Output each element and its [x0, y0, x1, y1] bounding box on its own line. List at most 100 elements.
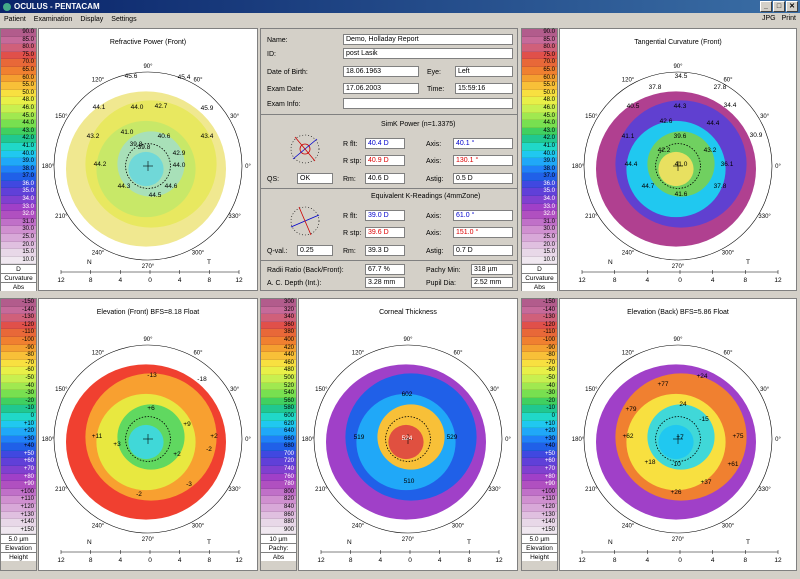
simk-astig-label: Astig:	[426, 176, 444, 183]
scale-cell: 39.0	[1, 158, 36, 166]
nasal-label: N	[608, 259, 613, 266]
scale-cell: -70	[1, 359, 36, 368]
scale-cell: -120	[522, 321, 557, 330]
id-field[interactable]: post Lasik	[343, 48, 513, 59]
axis-degree-label: 180°	[42, 437, 55, 443]
ekr-rs-label: R stp:	[343, 230, 362, 237]
ekr-rm-label: Rm:	[343, 248, 356, 255]
scale-cell: 840	[261, 504, 296, 512]
elevation-front-map[interactable]: Elevation (Front) BFS=8.18 Float 90° 60° 30…	[38, 298, 258, 571]
scale-cell: -40	[1, 382, 36, 391]
axis-degree-label: 30°	[230, 114, 240, 120]
name-field[interactable]: Demo, Holladay Report	[343, 34, 513, 45]
elevation-back-map[interactable]: Elevation (Back) BFS=5.86 Float 90° 60° 30°…	[559, 298, 797, 571]
exam-date-label: Exam Date:	[267, 86, 304, 93]
scale-cell: +140	[522, 519, 557, 527]
scale-cell: 480	[261, 367, 296, 375]
menu-bar: Patient Examination Display Settings JPG…	[0, 13, 800, 25]
scale-cell: 34.0	[1, 196, 36, 204]
scale-cell: 42.0	[1, 135, 36, 143]
scale-cell: +90	[1, 481, 36, 489]
scale-cell: 38.0	[1, 165, 36, 174]
scale-cell: -10	[1, 405, 36, 413]
menu-settings[interactable]: Settings	[111, 15, 137, 23]
refractive-power-map[interactable]: Refractive Power (Front) 90° 60° 30° 0° 330° 3…	[38, 28, 258, 291]
minimize-button[interactable]: _	[760, 1, 772, 12]
scale-cell: +110	[522, 496, 557, 505]
dob-field[interactable]: 18.06.1963	[343, 66, 419, 77]
scale-cell: 36.0	[1, 180, 36, 189]
axis-degree-label: 240°	[622, 251, 635, 257]
map-contour	[128, 151, 164, 187]
map-value-label: +77	[657, 381, 668, 388]
corneal-thickness-map[interactable]: Corneal Thickness 90° 60° 30° 0° 330° 300° 270°…	[298, 298, 518, 571]
power-color-scale: 90.0 85.0 80.0 75.0 70.0 65.0 60.0 55.0 50.0 48.0…	[0, 28, 37, 292]
scale-foot1: Curvature	[1, 273, 36, 283]
axis-degree-label: 240°	[622, 524, 635, 530]
scale-cell: 42.0	[522, 135, 557, 143]
tangential-curvature-map[interactable]: Tangential Curvature (Front) 90° 60° 30° 0° 3…	[559, 28, 797, 291]
scale-cell: 50.0	[1, 89, 36, 98]
x-axis-tick-label: 8	[613, 557, 617, 564]
scale-cell: -110	[522, 329, 557, 337]
temporal-label: T	[746, 259, 750, 266]
scale-cell: 41.0	[1, 142, 36, 151]
pupil-outline	[655, 143, 701, 189]
close-button[interactable]: ✕	[786, 1, 798, 12]
map-value-label: -10	[671, 461, 681, 468]
map-value-label: 34.4	[724, 102, 737, 109]
scale-cell: +120	[522, 504, 557, 512]
jpg-button[interactable]: JPG	[761, 15, 776, 22]
axis-degree-label: 180°	[572, 164, 585, 170]
scale-cell: 0	[1, 412, 36, 421]
map-value-label: +26	[670, 489, 681, 496]
map-value-label: +9	[183, 421, 191, 428]
menu-examination[interactable]: Examination	[33, 15, 73, 23]
simk-rm-label: Rm:	[343, 176, 356, 183]
scale-cell: 460	[261, 359, 296, 368]
axis-degree-label: 210°	[585, 487, 598, 493]
x-axis-tick-label: 4	[438, 557, 442, 564]
scale-cell: +20	[522, 428, 557, 436]
map-canvas: 90° 60° 30° 0° 330° 300° 270° 240° 210° 180° 150° 1…	[572, 64, 782, 284]
pupil-outline	[385, 416, 431, 462]
scale-cell: 75.0	[1, 51, 36, 60]
print-button[interactable]: Print	[781, 15, 796, 22]
title-bar: OCULUS - PENTACAM _ □ ✕	[0, 0, 800, 13]
time-field[interactable]: 15:59:16	[455, 83, 513, 94]
axis-degree-label: 0°	[245, 437, 251, 443]
scale-cell: 39.0	[522, 158, 557, 166]
scale-foot1: Pachy:	[261, 543, 296, 553]
exam-date-field[interactable]: 17.06.2003	[343, 83, 419, 94]
x-axis-tick-label: 4	[178, 557, 182, 564]
map-value-label: +75	[732, 433, 743, 440]
x-axis-tick-label: 0	[148, 277, 152, 284]
nasal-label: N	[608, 539, 613, 546]
scale-cell: 860	[261, 511, 296, 520]
scale-unit: D	[522, 264, 557, 274]
x-axis-tick-label: 8	[89, 557, 93, 564]
axis-degree-label: 60°	[453, 350, 463, 356]
map-value-label: 44.2	[94, 161, 107, 168]
axis-degree-label: 60°	[193, 350, 203, 356]
map-contour	[658, 151, 694, 187]
scale-cell: -90	[1, 344, 36, 353]
exam-info-field[interactable]	[343, 98, 513, 109]
map-value-label: 34.5	[675, 73, 688, 80]
map-title: Elevation (Back) BFS=5.86 Float	[627, 309, 729, 316]
menu-display[interactable]: Display	[80, 15, 104, 23]
scale-cell: +70	[522, 466, 557, 474]
scale-cell: 420	[261, 344, 296, 353]
eye-field[interactable]: Left	[455, 66, 513, 77]
temporal-label: T	[207, 539, 211, 546]
axis-degree-label: 90°	[403, 337, 413, 343]
scale-cell: 740	[261, 466, 296, 474]
acd-value: 3.28 mm	[365, 277, 405, 288]
simk-axis2-label: Axis:	[426, 158, 442, 165]
temporal-label: T	[746, 539, 750, 546]
axis-degree-label: 300°	[452, 524, 465, 530]
axis-degree-label: 120°	[352, 350, 365, 356]
x-axis-tick-label: 12	[235, 277, 243, 284]
maximize-button[interactable]: □	[773, 1, 785, 12]
menu-patient[interactable]: Patient	[4, 15, 26, 23]
